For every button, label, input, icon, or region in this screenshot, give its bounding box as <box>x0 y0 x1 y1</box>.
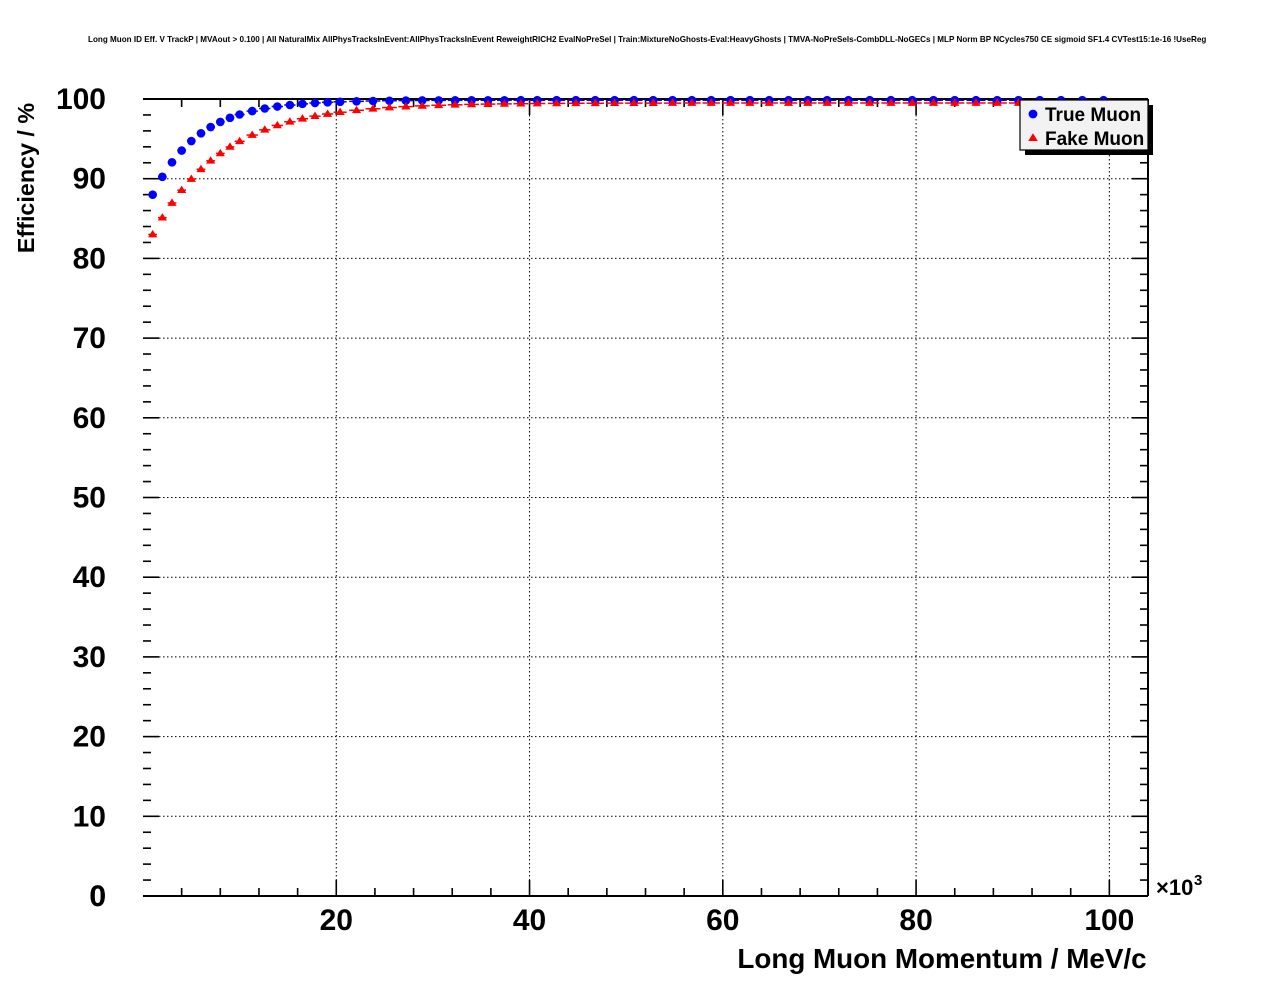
svg-text:60: 60 <box>73 402 106 435</box>
svg-text:30: 30 <box>73 641 106 674</box>
svg-text:50: 50 <box>73 482 106 515</box>
svg-text:Long Muon ID Eff. V TrackP | M: Long Muon ID Eff. V TrackP | MVAout > 0.… <box>88 35 1206 44</box>
svg-text:20: 20 <box>73 721 106 754</box>
svg-text:70: 70 <box>73 322 106 355</box>
svg-text:80: 80 <box>73 242 106 275</box>
svg-text:100: 100 <box>1084 904 1134 937</box>
svg-text:90: 90 <box>73 163 106 196</box>
svg-text:Fake Muon: Fake Muon <box>1045 129 1144 150</box>
svg-text:0: 0 <box>89 880 106 913</box>
svg-text:10: 10 <box>73 800 106 833</box>
svg-text:True Muon: True Muon <box>1045 105 1141 126</box>
svg-text:×10: ×10 <box>1156 875 1193 900</box>
svg-text:40: 40 <box>513 904 546 937</box>
svg-text:80: 80 <box>899 904 932 937</box>
svg-text:20: 20 <box>320 904 353 937</box>
svg-text:40: 40 <box>73 561 106 594</box>
svg-text:Long Muon Momentum / MeV/c: Long Muon Momentum / MeV/c <box>737 943 1146 974</box>
svg-text:3: 3 <box>1194 872 1202 889</box>
svg-text:100: 100 <box>56 83 106 116</box>
svg-text:60: 60 <box>706 904 739 937</box>
svg-text:Efficiency / %: Efficiency / % <box>13 103 39 253</box>
